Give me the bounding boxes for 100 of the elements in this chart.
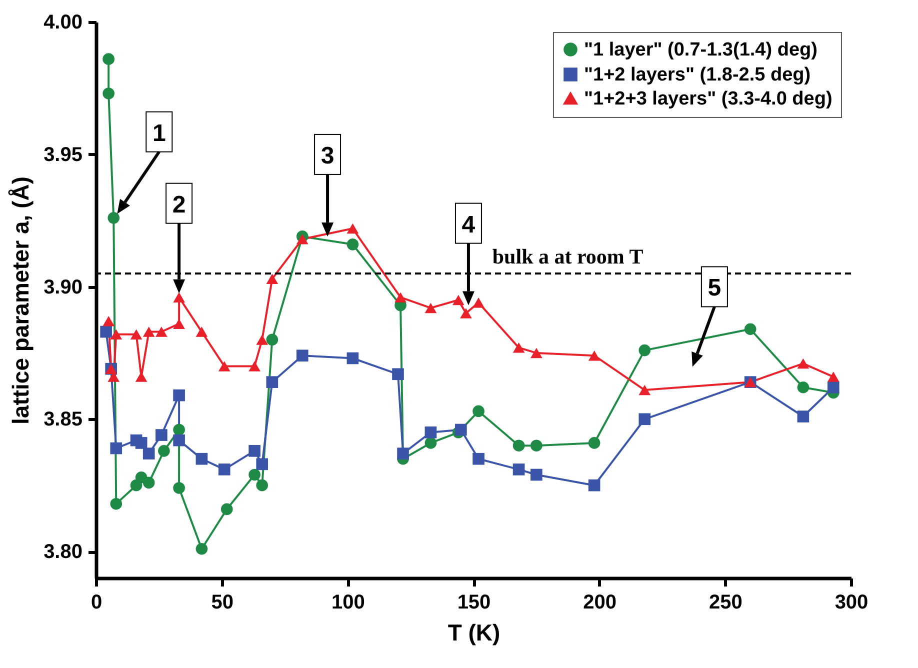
y-tick-label: 4.00	[44, 12, 82, 34]
point	[173, 434, 185, 446]
point	[256, 458, 268, 470]
legend-label: "1 layer" (0.7-1.3(1.4) deg)	[584, 40, 818, 60]
point	[588, 479, 600, 492]
point	[256, 479, 268, 492]
numbered-label: 1	[146, 111, 173, 152]
point	[256, 334, 268, 345]
point	[512, 464, 525, 476]
numbered-label: 4	[454, 202, 482, 244]
point	[392, 368, 404, 380]
point	[797, 410, 810, 422]
annotation: 2	[172, 191, 186, 218]
point	[588, 350, 600, 361]
point	[588, 437, 600, 449]
point	[102, 88, 114, 100]
point	[296, 350, 308, 362]
point	[266, 274, 278, 284]
point	[530, 440, 542, 452]
point	[248, 361, 260, 372]
point	[266, 376, 278, 388]
point	[196, 542, 208, 555]
point	[797, 381, 810, 394]
point	[173, 318, 185, 329]
x-tick-label: 150	[457, 592, 491, 614]
y-axis-title: lattice parameter a, (Å)	[8, 176, 34, 424]
numbered-label: 2	[166, 182, 193, 224]
x-axis-title: T (K)	[448, 620, 500, 646]
point	[472, 298, 484, 308]
point	[173, 424, 185, 436]
x-tick-label: 250	[708, 592, 742, 614]
point	[248, 445, 260, 457]
point	[158, 445, 170, 457]
ref-line-label: bulk a at room T	[492, 244, 644, 269]
point	[346, 223, 359, 234]
x-tick-label: 50	[211, 592, 234, 614]
point	[530, 348, 542, 358]
point	[196, 326, 208, 337]
point	[102, 53, 114, 65]
point	[248, 468, 260, 481]
x-tick-label: 0	[90, 592, 102, 614]
point	[424, 426, 437, 438]
point	[638, 344, 651, 356]
numbered-label: 3	[314, 134, 342, 175]
point	[108, 212, 120, 224]
point	[100, 326, 112, 338]
point	[110, 442, 122, 454]
point	[218, 361, 230, 372]
point	[110, 498, 122, 510]
point	[512, 440, 525, 452]
x-tick-label: 100	[331, 592, 365, 614]
point	[744, 323, 756, 336]
point	[424, 437, 437, 449]
point	[142, 476, 155, 489]
point	[135, 437, 148, 449]
annotation: 3	[320, 142, 334, 170]
y-tick-label: 3.85	[44, 408, 82, 431]
point	[397, 448, 409, 460]
annotation: 4	[462, 211, 476, 238]
annotation: 1	[152, 120, 166, 147]
point	[638, 384, 651, 396]
point	[827, 372, 840, 382]
point	[110, 329, 122, 340]
point	[218, 464, 230, 476]
point	[102, 316, 114, 326]
point	[173, 389, 185, 402]
legend-label: "1+2+3 layers" (3.3-4.0 deg)	[584, 88, 832, 110]
x-tick-label: 300	[834, 592, 868, 614]
point	[130, 329, 142, 340]
x-tick-label: 200	[583, 592, 617, 614]
annotation: 5	[708, 274, 722, 302]
point	[530, 468, 542, 481]
point	[296, 234, 308, 244]
point	[424, 302, 437, 314]
y-tick-label: 3.90	[44, 276, 82, 298]
y-tick-label: 3.80	[44, 541, 82, 564]
numbered-label: 5	[700, 266, 728, 308]
point	[173, 482, 185, 494]
point	[452, 294, 464, 306]
legend-label: "1+2 layers" (1.8-2.5 deg)	[584, 64, 811, 86]
point	[346, 238, 359, 250]
point	[455, 424, 467, 436]
point	[512, 342, 525, 353]
point	[142, 326, 155, 337]
point	[220, 503, 233, 516]
point	[394, 292, 406, 302]
point	[156, 429, 168, 441]
point	[797, 358, 810, 369]
point	[346, 352, 359, 364]
point	[472, 452, 484, 465]
point	[638, 413, 651, 426]
point	[173, 292, 185, 302]
point	[472, 405, 484, 418]
point	[827, 381, 840, 394]
y-tick-label: 3.95	[44, 144, 82, 166]
point	[266, 334, 278, 346]
point	[142, 448, 155, 460]
point	[196, 452, 208, 465]
point	[156, 326, 168, 337]
point	[460, 308, 472, 318]
